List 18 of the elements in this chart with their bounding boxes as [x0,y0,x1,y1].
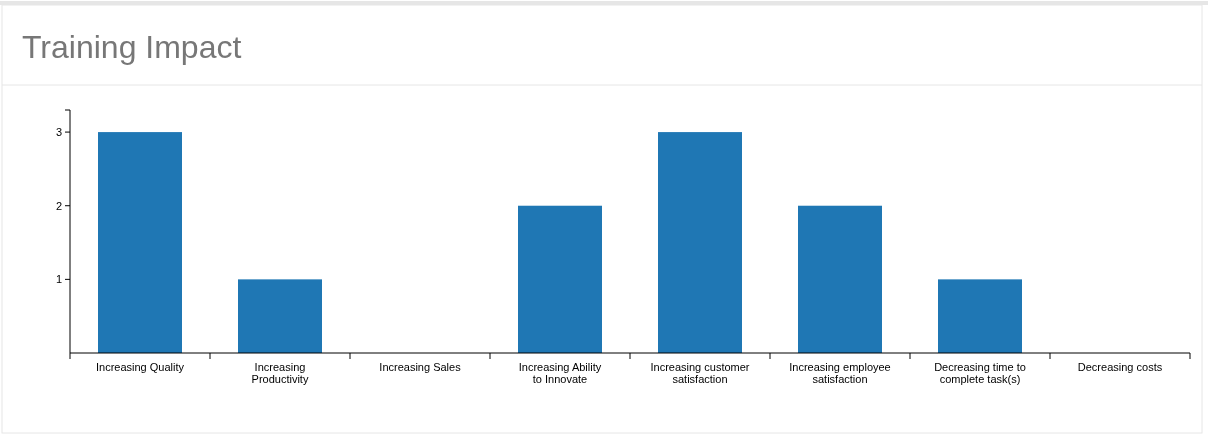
x-tick-label: Increasing customer satisfaction [650,361,750,385]
chart-title: Training Impact [22,29,242,65]
y-tick-label: 2 [55,199,62,212]
x-tick-label: Decreasing time to complete task(s) [934,361,1026,385]
x-tick-label: Increasing Productivity [251,361,309,385]
bar [238,279,322,353]
bar [798,205,882,353]
x-tick-label: Increasing employee satisfaction [789,361,891,385]
x-tick-label: Increasing Sales [379,361,462,373]
y-tick-label: 1 [55,273,62,286]
y-tick-label: 3 [55,125,62,138]
x-tick-label: Decreasing costs [1077,361,1163,373]
bar [938,279,1022,353]
bar [98,132,182,353]
bar [658,132,742,353]
bar [518,205,602,353]
x-tick-label: Increasing Ability to Innovate [518,361,602,385]
x-tick-label: Increasing Quality [95,361,185,373]
